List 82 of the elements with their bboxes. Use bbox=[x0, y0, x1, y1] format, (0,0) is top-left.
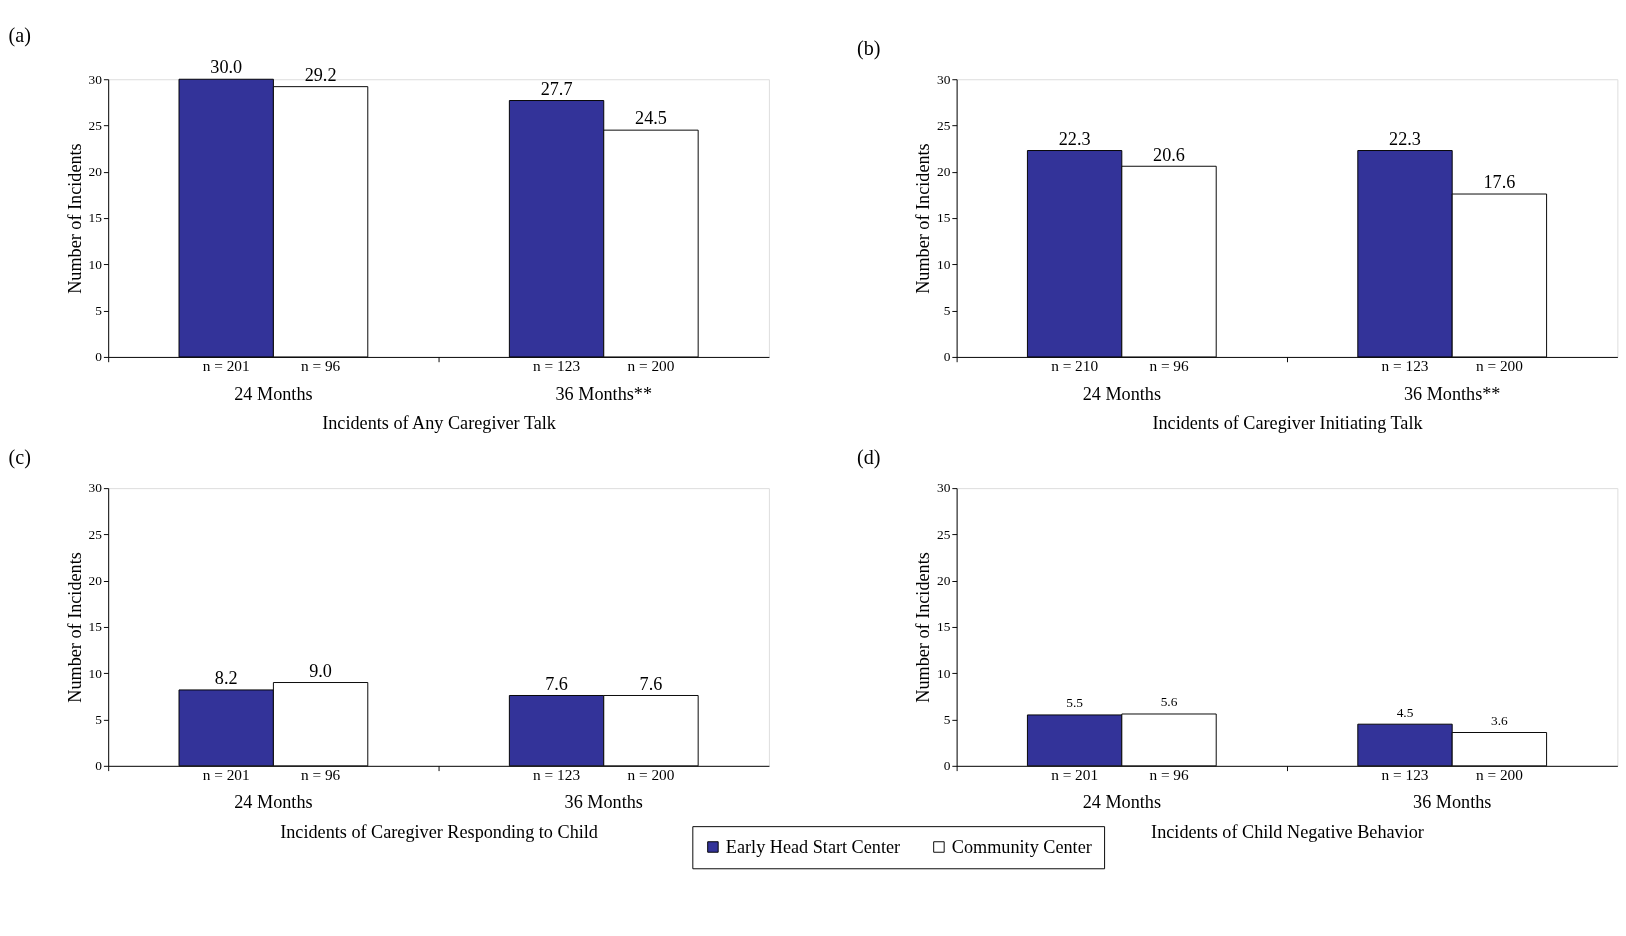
data-label: 29.2 bbox=[304, 64, 337, 85]
y-tick-label: 30 bbox=[937, 71, 951, 87]
annotation: n = 123 bbox=[533, 766, 581, 784]
y-tick-label: 5 bbox=[95, 302, 103, 318]
y-tick-label: 30 bbox=[88, 71, 103, 87]
y-tick-label: 10 bbox=[88, 256, 103, 272]
x-axis-title: Incidents of Caregiver Initiating Talk bbox=[1152, 413, 1424, 434]
y-tick-label: 25 bbox=[88, 117, 103, 133]
y-tick-label: 30 bbox=[937, 480, 951, 496]
data-label: 22.3 bbox=[1058, 128, 1091, 149]
chart-title: (b) bbox=[857, 37, 881, 61]
annotation: n = 123 bbox=[533, 357, 581, 375]
data-label: 9.0 bbox=[309, 660, 332, 681]
annotation: n = 201 bbox=[1051, 766, 1099, 784]
annotation: n = 123 bbox=[1381, 357, 1429, 375]
y-tick-label: 25 bbox=[937, 526, 951, 542]
y-tick-label: 20 bbox=[88, 164, 103, 180]
y-tick-label: 5 bbox=[943, 711, 951, 727]
data-label: 7.6 bbox=[639, 673, 663, 694]
y-tick-label: 25 bbox=[937, 117, 951, 133]
data-label: 20.6 bbox=[1153, 144, 1185, 165]
legend-label: Community Center bbox=[951, 836, 1092, 857]
annotation: n = 201 bbox=[202, 357, 250, 375]
annotation: n = 200 bbox=[627, 766, 675, 784]
x-tick-label: 36 Months bbox=[1413, 792, 1492, 813]
data-label: 5.5 bbox=[1066, 695, 1084, 711]
x-tick-label: 36 Months** bbox=[1403, 383, 1501, 404]
data-label: 17.6 bbox=[1483, 172, 1516, 193]
y-axis-title: Number of Incidents bbox=[64, 552, 85, 703]
x-tick-label: 24 Months bbox=[234, 383, 313, 404]
y-tick-label: 20 bbox=[937, 573, 951, 589]
annotation: n = 200 bbox=[627, 357, 675, 375]
chart-title: (c) bbox=[8, 446, 31, 470]
data-label: 24.5 bbox=[635, 108, 667, 129]
data-label: 3.6 bbox=[1491, 712, 1509, 728]
chart-title: (d) bbox=[857, 446, 881, 470]
chart-title: (a) bbox=[8, 23, 31, 47]
annotation: n = 96 bbox=[300, 357, 341, 375]
y-tick-label: 30 bbox=[88, 480, 103, 496]
x-tick-label: 24 Months bbox=[1082, 383, 1161, 404]
annotation: n = 123 bbox=[1381, 766, 1429, 784]
y-tick-label: 5 bbox=[95, 711, 103, 727]
y-tick-label: 0 bbox=[95, 758, 103, 774]
y-tick-label: 0 bbox=[943, 349, 951, 365]
y-tick-label: 20 bbox=[937, 164, 951, 180]
y-tick-label: 15 bbox=[88, 619, 103, 635]
data-label: 5.6 bbox=[1160, 694, 1178, 710]
x-tick-label: 24 Months bbox=[234, 792, 313, 813]
y-tick-label: 15 bbox=[937, 619, 951, 635]
y-tick-label: 0 bbox=[95, 349, 103, 365]
annotation: n = 210 bbox=[1051, 357, 1099, 375]
annotation: n = 96 bbox=[1149, 766, 1189, 784]
annotation: n = 200 bbox=[1475, 766, 1524, 784]
y-tick-label: 20 bbox=[88, 573, 103, 589]
y-tick-label: 15 bbox=[937, 210, 951, 226]
y-axis-title: Number of Incidents bbox=[913, 143, 934, 294]
y-axis-title: Number of Incidents bbox=[64, 143, 85, 294]
data-label: 7.6 bbox=[545, 673, 568, 694]
y-tick-label: 10 bbox=[88, 665, 103, 681]
x-tick-label: 36 Months bbox=[564, 792, 643, 813]
y-tick-label: 10 bbox=[937, 256, 951, 272]
annotation: n = 96 bbox=[1149, 357, 1189, 375]
y-tick-label: 5 bbox=[943, 302, 951, 318]
y-tick-label: 15 bbox=[88, 210, 103, 226]
y-tick-label: 0 bbox=[943, 758, 951, 774]
data-label: 4.5 bbox=[1396, 704, 1414, 720]
y-axis-title: Number of Incidents bbox=[913, 552, 934, 703]
data-label: 22.3 bbox=[1389, 128, 1421, 149]
annotation: n = 200 bbox=[1475, 357, 1524, 375]
annotation: n = 96 bbox=[300, 766, 341, 784]
x-axis-title: Incidents of Caregiver Responding to Child bbox=[280, 822, 598, 843]
data-label: 8.2 bbox=[214, 668, 238, 689]
x-axis-title: Incidents of Any Caregiver Talk bbox=[322, 413, 557, 434]
y-tick-label: 25 bbox=[88, 526, 103, 542]
data-label: 30.0 bbox=[210, 57, 243, 78]
x-tick-label: 24 Months bbox=[1082, 792, 1161, 813]
data-label: 27.7 bbox=[540, 78, 573, 99]
y-tick-label: 10 bbox=[937, 665, 951, 681]
annotation: n = 201 bbox=[202, 766, 250, 784]
x-tick-label: 36 Months** bbox=[555, 383, 653, 404]
legend-label: Early Head Start Center bbox=[725, 836, 901, 857]
x-axis-title: Incidents of Child Negative Behavior bbox=[1151, 822, 1424, 843]
